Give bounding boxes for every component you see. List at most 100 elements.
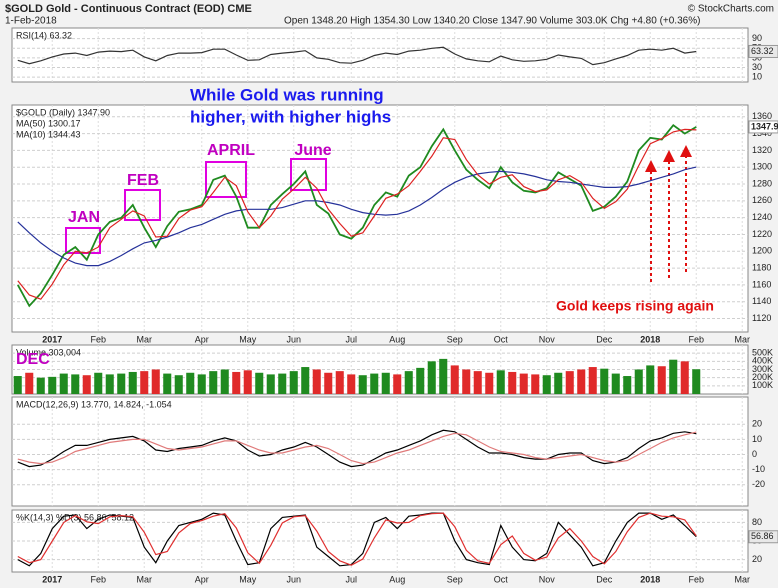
y-tick-label: 200K xyxy=(752,372,773,382)
value-tag: 63.32 xyxy=(751,46,774,56)
series-line xyxy=(17,431,697,465)
volume-bar xyxy=(692,369,701,394)
x-tick-label: Apr xyxy=(195,334,209,344)
y-tick-label: 1240 xyxy=(752,212,772,222)
volume-bar xyxy=(370,373,379,394)
annotation: While Gold was running xyxy=(190,85,384,104)
y-tick-label: -10 xyxy=(752,464,765,474)
x-tick-label: Jul xyxy=(345,574,357,584)
y-tick-label: 10 xyxy=(752,72,762,82)
volume-bar xyxy=(358,375,367,394)
volume-bar xyxy=(600,368,609,394)
volume-bar xyxy=(404,371,413,394)
x-tick-label: Mar xyxy=(735,334,751,344)
volume-bar xyxy=(496,370,505,394)
x-tick-label: May xyxy=(239,334,257,344)
volume-bar xyxy=(36,377,45,394)
volume-bar xyxy=(381,372,390,394)
source: © StockCharts.com xyxy=(688,4,774,15)
x-tick-label: Mar xyxy=(735,574,751,584)
volume-bar xyxy=(13,376,22,394)
y-tick-label: 20 xyxy=(752,419,762,429)
volume-bar xyxy=(266,374,275,394)
volume-bar xyxy=(220,369,229,394)
y-tick-label: 1160 xyxy=(752,279,771,289)
x-tick-label: Feb xyxy=(90,574,106,584)
volume-bar xyxy=(416,367,425,394)
value-tag-bg xyxy=(748,120,778,134)
x-tick-label: Jul xyxy=(345,334,357,344)
x-tick-label: Jun xyxy=(286,334,301,344)
volume-bar xyxy=(105,374,114,394)
volume-bar xyxy=(335,371,344,394)
legend-entry: MA(50) 1300.17 xyxy=(16,118,81,128)
volume-bar xyxy=(611,373,620,394)
volume-bar xyxy=(301,367,310,394)
panel xyxy=(11,27,749,83)
june-box xyxy=(290,158,327,191)
annotation: DEC xyxy=(16,351,50,368)
volume-bar xyxy=(197,374,206,394)
y-tick-label: 1200 xyxy=(752,246,772,256)
x-tick-label: 2018 xyxy=(640,334,660,344)
volume-bar xyxy=(577,369,586,394)
x-tick-label: Oct xyxy=(494,334,509,344)
volume-bar xyxy=(71,374,80,394)
panel-title: RSI(14) 63.32 xyxy=(16,30,72,40)
panel xyxy=(11,396,749,507)
value-tag: 56.86 xyxy=(751,531,774,541)
volume-bar xyxy=(174,375,183,394)
volume-bar xyxy=(473,371,482,394)
volume-bar xyxy=(82,375,91,394)
y-tick-label: 1220 xyxy=(752,229,772,239)
y-tick-label: 20 xyxy=(752,554,762,564)
panel-title: MACD(12,26,9) 13.770, 14.824, -1.054 xyxy=(16,399,172,409)
volume-bar xyxy=(186,372,195,394)
volume-bar xyxy=(255,372,264,394)
y-tick-label: 0 xyxy=(752,449,757,459)
volume-bar xyxy=(542,375,551,394)
chart-date: 1-Feb-2018 xyxy=(5,16,57,27)
x-tick-label: Aug xyxy=(389,574,405,584)
y-tick-label: 30 xyxy=(752,62,762,72)
symbol-title: $GOLD Gold - Continuous Contract (EOD) C… xyxy=(5,3,252,15)
annotation: APRIL xyxy=(207,142,255,159)
series-line xyxy=(17,128,697,300)
april-box xyxy=(205,161,247,198)
volume-bar xyxy=(565,371,574,394)
x-tick-label: 2017 xyxy=(42,574,62,584)
volume-bar xyxy=(128,371,137,394)
volume-bar xyxy=(680,361,689,394)
x-tick-label: Oct xyxy=(494,574,509,584)
x-tick-label: Dec xyxy=(596,334,613,344)
x-tick-label: Feb xyxy=(688,574,704,584)
volume-bar xyxy=(393,374,402,394)
y-tick-label: 1260 xyxy=(752,195,772,205)
annotation: FEB xyxy=(127,172,159,189)
x-tick-label: Nov xyxy=(539,574,556,584)
volume-bar xyxy=(151,369,160,394)
x-tick-label: Apr xyxy=(195,574,209,584)
y-tick-label: 1280 xyxy=(752,178,772,188)
panel-title: Volume 303,004 xyxy=(16,347,81,357)
volume-bar xyxy=(163,373,172,394)
annotation-shapes xyxy=(65,145,692,282)
volume-bar xyxy=(450,365,459,394)
volume-bar xyxy=(140,371,149,394)
y-tick-label: 400K xyxy=(752,356,773,366)
annotation: JAN xyxy=(68,209,100,226)
volume-bar xyxy=(347,374,356,394)
y-tick-label: 80 xyxy=(752,517,762,527)
y-tick-label: 1360 xyxy=(752,111,772,121)
price-stats: Open 1348.20 High 1354.30 Low 1340.20 Cl… xyxy=(284,16,700,27)
volume-bar xyxy=(623,376,632,394)
volume-bar xyxy=(209,371,218,394)
legend-entry: $GOLD (Daily) 1347.90 xyxy=(16,107,110,117)
y-tick-label: 300K xyxy=(752,364,773,374)
x-tick-label: Mar xyxy=(137,574,153,584)
volume-bar xyxy=(243,370,252,394)
value-tag-bg xyxy=(748,530,778,544)
series-line xyxy=(17,429,697,468)
volume-bar xyxy=(232,371,241,394)
series-line xyxy=(17,123,697,308)
